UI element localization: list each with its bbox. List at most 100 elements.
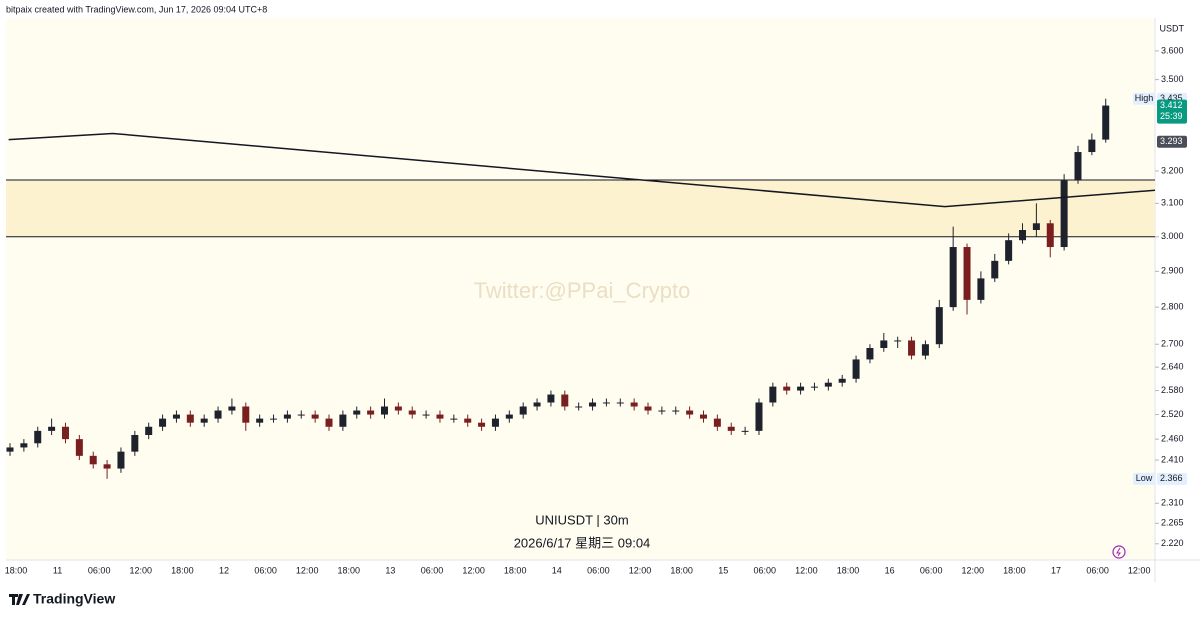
y-tick-label: 2.220 bbox=[1161, 538, 1184, 548]
candle-body bbox=[686, 410, 694, 415]
candle-body bbox=[367, 410, 375, 415]
candle-body bbox=[436, 414, 444, 419]
candle-body bbox=[325, 418, 333, 427]
x-tick-label: 06:00 bbox=[587, 565, 610, 575]
x-tick-label: 18:00 bbox=[670, 565, 693, 575]
high_label-value: 3.435 bbox=[1160, 93, 1183, 103]
y-tick-label: 3.200 bbox=[1161, 165, 1184, 175]
candle-body bbox=[949, 247, 957, 308]
y-tick-label: 2.580 bbox=[1161, 385, 1184, 395]
x-tick-label: 18:00 bbox=[1003, 565, 1026, 575]
symbol: UNIUSDT | 30m bbox=[535, 512, 628, 527]
candle-body bbox=[963, 247, 971, 300]
x-tick-label: 14 bbox=[552, 565, 562, 575]
candle-body bbox=[75, 439, 83, 456]
trendline bbox=[8, 132, 1156, 208]
candle-body bbox=[450, 418, 458, 420]
candle-body bbox=[727, 426, 735, 431]
candle-body bbox=[186, 414, 194, 423]
candle-body bbox=[894, 340, 902, 342]
candle-body bbox=[602, 402, 610, 404]
candle-body bbox=[547, 394, 555, 403]
candle-body bbox=[741, 430, 749, 432]
alert-icon[interactable] bbox=[1112, 545, 1126, 559]
candle-body bbox=[852, 359, 860, 379]
x-tick-label: 12:00 bbox=[1128, 565, 1151, 575]
candle-body bbox=[1032, 223, 1040, 231]
candle-body bbox=[478, 422, 486, 427]
x-tick-label: 12:00 bbox=[130, 565, 153, 575]
candle-body bbox=[20, 443, 28, 448]
candle-body bbox=[491, 418, 499, 427]
candle-body bbox=[339, 414, 347, 427]
x-tick-label: 06:00 bbox=[254, 565, 277, 575]
x-tick-label: 06:00 bbox=[920, 565, 943, 575]
candle-body bbox=[131, 434, 139, 452]
candle-body bbox=[630, 402, 638, 407]
candle-body bbox=[48, 426, 56, 431]
x-tick-label: 18:00 bbox=[338, 565, 361, 575]
low_label-tag bbox=[1133, 472, 1155, 485]
header: bitpaix created with TradingView.com, Ju… bbox=[6, 4, 267, 14]
logo: TradingView bbox=[33, 591, 115, 607]
candle-body bbox=[616, 402, 624, 404]
candle-body bbox=[644, 406, 652, 411]
x-tick-label: 18:00 bbox=[504, 565, 527, 575]
candle-body bbox=[658, 410, 666, 412]
candle-body bbox=[991, 260, 999, 279]
candle-body bbox=[89, 455, 97, 465]
low_label-text: Low bbox=[1136, 473, 1153, 483]
timestamp: 2026/6/17 星期三 09:04 bbox=[514, 535, 651, 550]
candle-body bbox=[145, 426, 153, 435]
candle-body bbox=[214, 410, 222, 419]
last-price: 3.412 bbox=[1160, 100, 1183, 110]
x-tick-label: 18:00 bbox=[837, 565, 860, 575]
x-tick-label: 12 bbox=[219, 565, 229, 575]
candle-body bbox=[977, 278, 985, 300]
y-tick-label: 3.600 bbox=[1161, 45, 1184, 55]
candle-body bbox=[117, 451, 125, 469]
y-tick-label: 3.100 bbox=[1161, 198, 1184, 208]
candle-body bbox=[256, 418, 264, 423]
low_label-value-box bbox=[1157, 472, 1187, 485]
x-tick-label: 15 bbox=[718, 565, 728, 575]
candle-body bbox=[380, 406, 388, 415]
watermark: Twitter:@PPai_Crypto bbox=[474, 278, 691, 303]
x-tick-label: 06:00 bbox=[421, 565, 444, 575]
candle-body bbox=[810, 386, 818, 388]
y-tick-label: 2.310 bbox=[1161, 498, 1184, 508]
candle-body bbox=[228, 406, 236, 411]
candle-body bbox=[672, 410, 680, 412]
candle-body bbox=[1060, 180, 1068, 248]
x-tick-label: 12:00 bbox=[962, 565, 985, 575]
candle-body bbox=[34, 430, 42, 444]
candle-body bbox=[283, 414, 291, 419]
candle-body bbox=[866, 347, 874, 360]
candle-body bbox=[921, 344, 929, 356]
x-tick-label: 18:00 bbox=[171, 565, 194, 575]
x-tick-label: 12:00 bbox=[296, 565, 319, 575]
candle-body bbox=[797, 386, 805, 391]
candle-body bbox=[505, 414, 513, 419]
y-tick-label: 2.460 bbox=[1161, 434, 1184, 444]
candle-body bbox=[394, 406, 402, 411]
candle-body bbox=[589, 402, 597, 407]
y-tick-label: 2.700 bbox=[1161, 339, 1184, 349]
candle-body bbox=[61, 426, 69, 440]
candle-body bbox=[159, 418, 167, 427]
x-tick-label: 06:00 bbox=[754, 565, 777, 575]
currency: USDT bbox=[1160, 23, 1185, 33]
candle-body bbox=[270, 418, 278, 420]
candle-body bbox=[908, 340, 916, 356]
plot bbox=[6, 98, 1156, 479]
y-tick-label: 2.900 bbox=[1161, 266, 1184, 276]
x-tick-label: 13 bbox=[385, 565, 395, 575]
candle-body bbox=[1005, 240, 1013, 261]
alert-icon-bolt bbox=[1116, 547, 1121, 557]
candle-body bbox=[561, 394, 569, 407]
y-tick-label: 2.800 bbox=[1161, 302, 1184, 312]
x-tick-label: 12:00 bbox=[795, 565, 818, 575]
candle-body bbox=[297, 414, 305, 416]
x-tick-label: 17 bbox=[1051, 565, 1061, 575]
